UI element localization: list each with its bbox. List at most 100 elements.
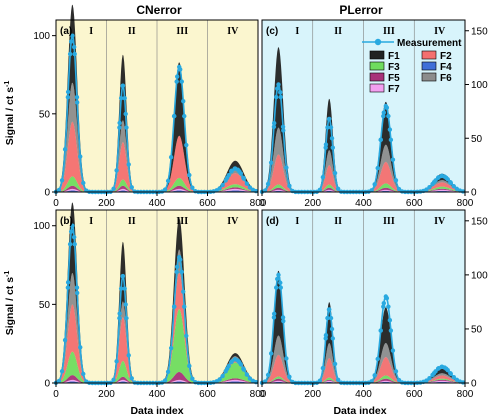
measurement-point bbox=[67, 242, 73, 247]
measurement-point bbox=[323, 333, 329, 338]
y-tick-label: 100 bbox=[33, 31, 50, 42]
measurement-point bbox=[325, 315, 330, 321]
x-tick-label: 600 bbox=[406, 198, 423, 209]
x-axis-label-left: Data index bbox=[130, 405, 183, 417]
measurement-point bbox=[390, 348, 396, 353]
measurement-point bbox=[335, 377, 341, 382]
measurement-point bbox=[168, 155, 174, 160]
measurement-point bbox=[65, 280, 71, 285]
measurement-point bbox=[217, 377, 222, 382]
measurement-point bbox=[281, 128, 286, 133]
measurement-point bbox=[56, 378, 62, 384]
x-tick-label: 400 bbox=[149, 389, 166, 400]
x-tick-label: 400 bbox=[355, 389, 372, 400]
measurement-point bbox=[247, 376, 253, 381]
segment-label: I bbox=[89, 26, 93, 37]
measurement-point bbox=[241, 176, 247, 181]
measurement-point bbox=[111, 186, 116, 191]
measurement-point bbox=[388, 328, 394, 333]
measurement-point bbox=[393, 369, 399, 374]
measurement-point bbox=[81, 371, 86, 377]
measurement-point bbox=[325, 125, 330, 130]
x-tick-label: 0 bbox=[53, 198, 59, 209]
measurement-point bbox=[120, 273, 126, 279]
measurement-point bbox=[174, 269, 179, 275]
measurement-point bbox=[323, 336, 328, 341]
y-tick-label: 100 bbox=[471, 80, 488, 91]
measurement-point bbox=[287, 183, 292, 188]
measurement-point bbox=[387, 127, 393, 132]
measurement-point bbox=[268, 160, 274, 165]
measurement-point bbox=[241, 367, 247, 372]
x-tick-label: 800 bbox=[250, 389, 267, 400]
x-tick-label: 400 bbox=[149, 198, 166, 209]
measurement-point bbox=[276, 82, 281, 87]
measurement-point bbox=[67, 51, 73, 57]
measurement-point bbox=[372, 182, 377, 187]
legend-swatch-f6 bbox=[421, 72, 437, 82]
x-tick-label: 600 bbox=[199, 389, 216, 400]
measurement-point bbox=[424, 187, 429, 192]
segment-label: IV bbox=[227, 26, 239, 37]
x-tick-label: 200 bbox=[304, 198, 321, 209]
measurement-point bbox=[117, 315, 122, 321]
area-f7 bbox=[56, 379, 258, 383]
measurement-point bbox=[271, 120, 277, 126]
measurement-point bbox=[280, 124, 286, 129]
measurement-point bbox=[445, 367, 450, 373]
measurement-point bbox=[117, 125, 122, 130]
measurement-point bbox=[265, 372, 271, 378]
area-f7 bbox=[262, 189, 465, 192]
title-plerror: PLerror bbox=[339, 3, 383, 17]
x-tick-label: 200 bbox=[98, 198, 115, 209]
measurement-point bbox=[184, 333, 189, 338]
legend-label-f3: F3 bbox=[388, 62, 400, 73]
measurement-point bbox=[330, 336, 335, 341]
measurement-point bbox=[120, 83, 126, 88]
measurement-point bbox=[75, 290, 80, 296]
measurement-point bbox=[59, 369, 65, 374]
y-tick-label: 0 bbox=[44, 379, 50, 390]
measurement-point bbox=[220, 182, 225, 188]
measurement-point bbox=[378, 328, 383, 333]
measurement-point bbox=[278, 280, 283, 285]
segment-label: IV bbox=[434, 26, 446, 37]
measurement-point bbox=[181, 289, 186, 294]
measurement-point bbox=[271, 311, 277, 316]
title-cnerror: CNerror bbox=[136, 3, 182, 17]
y-tick-label: 0 bbox=[44, 188, 50, 199]
y-tick-label: 50 bbox=[39, 300, 51, 311]
measurement-point bbox=[328, 125, 334, 130]
measurement-point bbox=[381, 300, 386, 306]
panel-label: (c) bbox=[266, 26, 278, 37]
x-axis-label-right: Data index bbox=[333, 405, 386, 417]
y-tick-label: 50 bbox=[471, 134, 483, 145]
measurement-point bbox=[165, 369, 171, 375]
measurement-point bbox=[74, 94, 80, 100]
measurement-point bbox=[70, 223, 75, 228]
segment-label: II bbox=[334, 216, 342, 227]
measurement-point bbox=[187, 363, 192, 369]
y-tick-label: 150 bbox=[471, 26, 488, 37]
legend-label-f5: F5 bbox=[388, 73, 400, 84]
legend-label-f2: F2 bbox=[440, 51, 452, 62]
measurement-point bbox=[275, 86, 280, 91]
measurement-point bbox=[320, 365, 326, 371]
legend-label-f1: F1 bbox=[388, 51, 400, 62]
measurement-point bbox=[278, 285, 283, 290]
measurement-point bbox=[329, 136, 335, 141]
measurement-point bbox=[387, 317, 393, 323]
measurement-point bbox=[62, 147, 68, 152]
measurement-point bbox=[190, 185, 195, 190]
measurement-point bbox=[271, 315, 277, 320]
measurement-point bbox=[71, 44, 77, 50]
measurement-point bbox=[68, 39, 74, 44]
legend: Measurement F1 F2 F3 F4 F5 F6 F7 bbox=[362, 38, 462, 95]
measurement-point bbox=[74, 285, 80, 290]
x-tick-label: 800 bbox=[250, 198, 267, 209]
segment-label: IV bbox=[434, 216, 446, 227]
measurement-point bbox=[226, 172, 231, 178]
y-axis-label-top: Signal / ct s-1 bbox=[4, 81, 16, 146]
measurement-point bbox=[162, 187, 168, 192]
measurement-point bbox=[427, 185, 432, 190]
